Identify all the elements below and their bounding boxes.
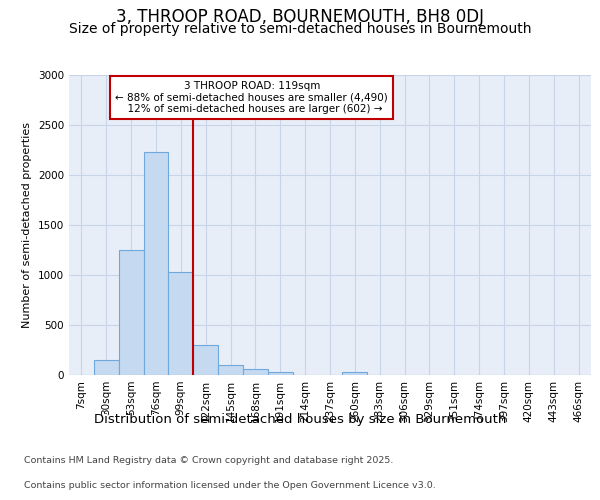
Text: 3 THROOP ROAD: 119sqm
← 88% of semi-detached houses are smaller (4,490)
  12% of: 3 THROOP ROAD: 119sqm ← 88% of semi-deta… [115, 81, 388, 114]
Bar [343, 372, 367, 375]
Bar [243, 369, 268, 375]
Bar [218, 364, 243, 375]
Text: Contains HM Land Registry data © Crown copyright and database right 2025.: Contains HM Land Registry data © Crown c… [24, 456, 394, 465]
Bar [94, 360, 119, 375]
Bar [193, 345, 218, 375]
Text: 3, THROOP ROAD, BOURNEMOUTH, BH8 0DJ: 3, THROOP ROAD, BOURNEMOUTH, BH8 0DJ [116, 8, 484, 26]
Bar [169, 272, 193, 375]
Text: Contains public sector information licensed under the Open Government Licence v3: Contains public sector information licen… [24, 481, 436, 490]
Bar [119, 250, 143, 375]
Text: Size of property relative to semi-detached houses in Bournemouth: Size of property relative to semi-detach… [69, 22, 531, 36]
Bar [143, 152, 169, 375]
Text: Distribution of semi-detached houses by size in Bournemouth: Distribution of semi-detached houses by … [94, 412, 506, 426]
Y-axis label: Number of semi-detached properties: Number of semi-detached properties [22, 122, 32, 328]
Bar [268, 372, 293, 375]
